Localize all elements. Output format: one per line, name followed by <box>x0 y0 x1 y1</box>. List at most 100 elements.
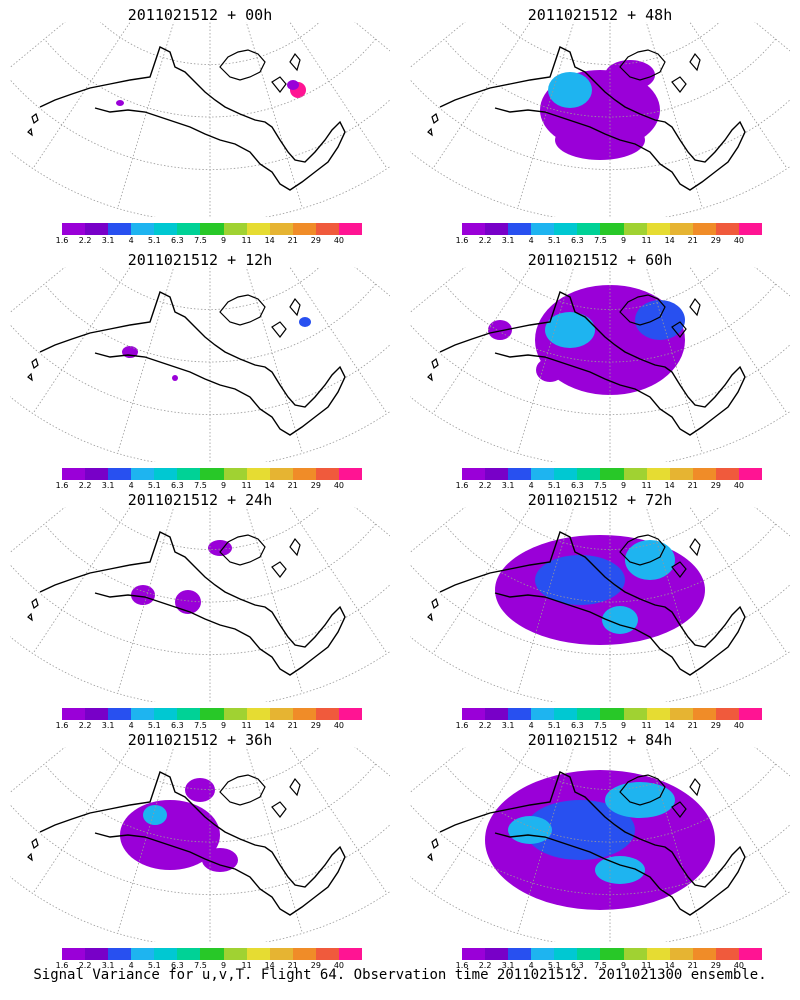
colorbar-tick-label: 1.6 <box>455 236 469 245</box>
variance-region <box>548 72 592 108</box>
colorbar-swatch <box>223 708 247 720</box>
graticule-arc <box>99 507 321 550</box>
colorbar-swatch <box>223 223 247 235</box>
graticule-arc <box>44 283 376 363</box>
colorbar-tick-label: 40 <box>733 481 745 490</box>
map-panel-p72: 2011021512 + 72h 1.6 2.2 3.1 4 5.1 6.3 7.5 9 11 14… <box>400 485 800 730</box>
polar-map <box>410 22 790 217</box>
colorbar-swatch <box>669 948 693 960</box>
graticule-meridian <box>32 22 131 169</box>
colorbar-tick-label: 21 <box>287 721 298 730</box>
colorbar-tick-label: 3.1 <box>501 961 515 970</box>
graticule-arc <box>444 38 776 118</box>
colorbar-tick-label: 6.3 <box>571 961 584 970</box>
west-islands <box>427 838 439 862</box>
graticule-meridian <box>10 22 66 68</box>
variance-region <box>536 358 564 382</box>
colorbar-tick-label: 2.2 <box>78 721 92 730</box>
polar-map <box>10 22 390 217</box>
colorbar-swatch <box>269 468 293 480</box>
colorbar-swatch <box>692 948 716 960</box>
graticule-arc <box>444 523 776 603</box>
coastline <box>39 291 346 436</box>
colorbar-tick-label: 2.2 <box>478 481 492 490</box>
colorbar-swatch <box>738 468 763 480</box>
colorbar-swatch <box>715 223 739 235</box>
colorbar-swatch <box>531 948 555 960</box>
graticule-meridian <box>754 267 790 297</box>
variance-region <box>605 60 655 90</box>
graticule-meridian <box>354 507 390 537</box>
colorbar-tick-label: 4 <box>128 721 134 730</box>
colorbar-tick-label: 21 <box>687 721 698 730</box>
colorbar-swatch <box>462 223 486 235</box>
coastline <box>39 771 346 916</box>
colorbar-tick-label: 2.2 <box>478 961 492 970</box>
colorbar-swatch <box>738 223 763 235</box>
graticule-arc <box>44 763 376 843</box>
map-panel-p48: 2011021512 + 48h 1.6 2.2 3.1 4 5.1 6.3 7.5 9 11 14… <box>400 0 800 245</box>
colorbar-tick-label: 1.6 <box>455 481 469 490</box>
colorbar-tick-label: 11 <box>641 236 652 245</box>
colorbar-labels: 1.6 2.2 3.1 4 5.1 6.3 7.5 9 11 14 21 29 40 <box>448 481 768 491</box>
coastline <box>39 531 346 676</box>
colorbar-tick-label: 7.5 <box>194 236 207 245</box>
colorbar-tick-label: 5.1 <box>547 481 561 490</box>
graticule-arc <box>44 38 376 118</box>
graticule-meridian <box>354 747 390 777</box>
colorbar-swatch <box>646 223 670 235</box>
colorbar-swatch <box>462 948 486 960</box>
variance-region <box>625 540 675 580</box>
colorbar-tick-label: 40 <box>333 961 345 970</box>
colorbar-tick-label: 14 <box>264 236 275 245</box>
colorbar-swatch <box>292 948 316 960</box>
arctic-islands <box>219 534 301 578</box>
colorbar-swatch <box>269 223 293 235</box>
map-panel-p24: 2011021512 + 24h 1.6 2.2 3.1 4 5.1 6.3 7.5 9 11 14… <box>0 485 400 730</box>
variance-region <box>185 778 215 802</box>
variance-region <box>595 856 645 884</box>
colorbar-swatch <box>85 223 109 235</box>
colorbar <box>62 708 363 720</box>
variance-region <box>605 782 675 818</box>
colorbar-tick-label: 29 <box>710 961 721 970</box>
colorbar <box>62 223 363 235</box>
variance-region <box>545 312 595 348</box>
west-islands <box>27 358 39 382</box>
graticule-meridian <box>689 22 788 169</box>
colorbar-swatch <box>154 468 178 480</box>
graticule-arc <box>10 636 390 702</box>
colorbar-swatch <box>508 468 532 480</box>
colorbar-tick-label: 40 <box>333 481 345 490</box>
colorbar-swatch <box>315 708 339 720</box>
colorbar-tick-label: 40 <box>333 236 345 245</box>
colorbar-swatch <box>154 223 178 235</box>
colorbar-labels: 1.6 2.2 3.1 4 5.1 6.3 7.5 9 11 14 21 29 40 <box>48 481 368 491</box>
colorbar-tick-label: 3.1 <box>501 236 515 245</box>
colorbar-tick-label: 1.6 <box>455 961 469 970</box>
graticule-arc <box>410 563 790 655</box>
arctic-islands <box>219 294 301 338</box>
colorbar-tick-label: 14 <box>264 481 275 490</box>
colorbar-tick-label: 7.5 <box>594 961 607 970</box>
colorbar-tick-label: 11 <box>641 721 652 730</box>
colorbar-tick-label: 3.1 <box>101 961 115 970</box>
colorbar <box>462 948 763 960</box>
colorbar-tick-label: 14 <box>664 236 675 245</box>
colorbar-swatch <box>508 948 532 960</box>
colorbar-labels: 1.6 2.2 3.1 4 5.1 6.3 7.5 9 11 14 21 29 40 <box>448 961 768 971</box>
colorbar <box>62 468 363 480</box>
graticule-meridian <box>410 22 466 68</box>
colorbar-swatch <box>485 468 509 480</box>
colorbar-tick-label: 9 <box>620 961 627 970</box>
variance-region <box>635 300 685 340</box>
colorbar-swatch <box>692 223 716 235</box>
colorbar-swatch <box>531 223 555 235</box>
colorbar-swatch <box>577 223 601 235</box>
colorbar-swatch <box>485 708 509 720</box>
colorbar-tick-label: 9 <box>220 236 227 245</box>
colorbar-swatch <box>554 708 578 720</box>
colorbar-swatch <box>131 468 155 480</box>
colorbar-tick-label: 7.5 <box>194 721 207 730</box>
colorbar-swatch <box>200 708 224 720</box>
